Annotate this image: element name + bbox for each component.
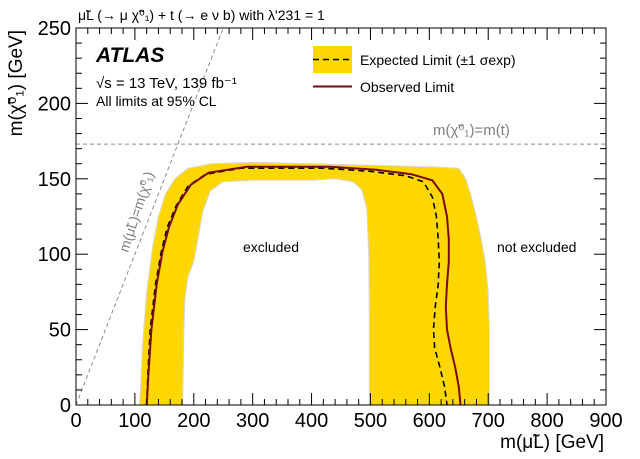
x-tick-label: 500 xyxy=(354,410,387,432)
diagonal-kinematic-line xyxy=(76,28,224,405)
diagonal-label: m(μ̃L)=m(χ̃⁰₁) xyxy=(116,169,157,254)
energy-lumi-label: √s = 13 TeV, 139 fb⁻¹ xyxy=(96,75,237,92)
top-mass-label: m(χ̃⁰₁)=m(t) xyxy=(433,122,510,139)
y-tick-label: 100 xyxy=(38,244,71,266)
excluded-label: excluded xyxy=(243,239,299,255)
atlas-label: ATLAS xyxy=(95,44,164,67)
observed-limit-line xyxy=(145,165,462,405)
x-tick-label: 100 xyxy=(118,410,151,432)
y-tick-label: 250 xyxy=(38,18,71,40)
x-tick-label: 300 xyxy=(236,410,269,432)
y-tick-label: 0 xyxy=(60,395,71,417)
not-excluded-label: not excluded xyxy=(497,239,576,255)
x-tick-label: 900 xyxy=(589,410,622,432)
y-axis-title: m(χ̃⁰₁) [GeV] xyxy=(6,30,27,136)
expected-limit-line xyxy=(145,167,448,405)
legend-observed-label: Observed Limit xyxy=(360,79,454,95)
chart-title: μ̃L (→ μ χ̃⁰₁) + t (→ e ν b) with λ'231 … xyxy=(78,7,325,23)
plot-frame xyxy=(75,27,607,406)
axis-ticks xyxy=(75,27,607,406)
legend-expected-label: Expected Limit (±1 σexp) xyxy=(360,52,516,68)
x-tick-label: 0 xyxy=(70,410,81,432)
legend: Expected Limit (±1 σexp) Observed Limit xyxy=(313,46,516,95)
x-axis-title: m(μ̃L) [GeV] xyxy=(500,432,604,453)
x-tick-label: 600 xyxy=(413,410,446,432)
x-tick-label: 400 xyxy=(295,410,328,432)
x-tick-label: 200 xyxy=(177,410,210,432)
x-tick-label: 800 xyxy=(530,410,563,432)
sigma-band xyxy=(139,161,490,405)
y-tick-label: 200 xyxy=(38,93,71,115)
y-tick-label: 150 xyxy=(38,169,71,191)
cl-label: All limits at 95% CL xyxy=(96,93,217,109)
y-tick-label: 50 xyxy=(49,320,71,342)
x-tick-label: 700 xyxy=(472,410,505,432)
